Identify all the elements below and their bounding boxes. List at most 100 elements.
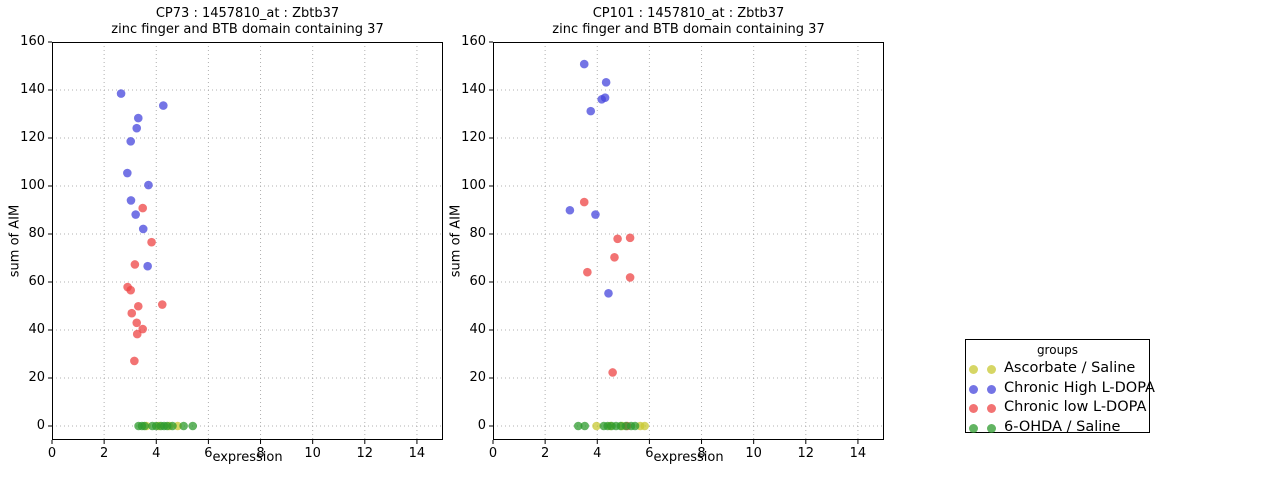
plot-title: CP73 : 1457810_at : Zbtb37 [155,6,340,21]
data-point [604,288,613,298]
y-tick-label: 100 [20,178,45,193]
y-tick-label: 100 [461,178,486,193]
y-tick-label: 0 [36,418,45,433]
data-point [126,137,136,146]
data-point [630,421,640,431]
data-point [130,260,140,269]
y-tick-label: 60 [469,274,486,289]
data-point [157,300,167,309]
legend-marker-dot [987,384,996,394]
legend-label: Chronic High L-DOPA [1004,379,1155,396]
data-point [640,421,650,431]
x-tick-label: 10 [304,446,321,461]
data-point [126,196,136,205]
x-tick-label: 10 [745,446,762,461]
data-point [130,356,139,366]
data-point [116,89,126,98]
data-point [138,224,148,234]
data-point [133,301,143,311]
y-tick-label: 160 [20,34,45,49]
x-axis-label: expression [653,450,724,465]
plot-subtitle: zinc finger and BTB domain containing 37 [552,22,825,37]
data-point [613,234,622,244]
legend-marker-dot [969,423,978,433]
axes-border [52,42,443,440]
x-axis-label: expression [212,450,283,465]
y-axis-label: sum of AIM [7,204,23,278]
data-point [188,421,198,431]
data-point [583,267,592,277]
legend-entry: 6-OHDA / Saline [966,419,1149,439]
data-point [132,318,142,328]
x-tick-label: 0 [47,446,57,461]
x-tick-label: 2 [99,446,109,461]
x-tick-label: 12 [356,446,374,461]
x-tick-label: 14 [408,446,426,461]
y-tick-label: 120 [20,130,45,145]
y-tick-label: 140 [20,82,45,97]
axes-border [493,42,884,440]
data-point [138,203,148,213]
data-point [132,329,142,339]
data-point [144,180,153,190]
data-point [143,261,152,271]
data-point [127,308,137,318]
y-tick-label: 0 [477,418,486,433]
data-point [579,59,589,69]
data-point [625,273,635,282]
data-point [179,421,188,431]
y-tick-label: 80 [28,226,45,241]
y-tick-label: 160 [461,34,486,49]
x-tick-label: 0 [488,446,498,461]
scatter-plot-cp101: CP101 : 1457810_at : Zbtb37 zinc finger … [449,6,884,465]
y-tick-label: 80 [469,226,486,241]
legend-marker-dot [969,384,978,394]
legend-marker-dot [969,404,978,413]
plot-area [489,41,884,444]
data-point [159,101,168,110]
x-tick-label: 8 [697,446,706,461]
y-tick-label: 40 [469,322,486,337]
data-point [126,285,136,295]
legend: groups Ascorbate / Saline Chronic High L-… [965,339,1155,435]
legend-label: Ascorbate / Saline [1004,360,1136,376]
plot-title: CP101 : 1457810_at : Zbtb37 [592,6,785,21]
data-point [123,168,132,178]
data-point [591,210,600,219]
scatter-plot-cp73: CP73 : 1457810_at : Zbtb37 zinc finger a… [8,6,443,465]
data-point [131,210,140,219]
legend-label: Chronic low L-DOPA [1004,399,1147,415]
data-point [610,252,619,262]
data-point [147,237,156,247]
y-tick-label: 20 [28,370,45,385]
x-tick-label: 4 [593,446,602,461]
data-point [586,106,596,116]
legend-rows: Ascorbate / Saline Chronic High L-DOPA Chr… [966,360,1155,439]
y-axis-label: sum of AIM [448,204,464,278]
data-point [565,205,575,215]
data-point [138,324,148,334]
x-tick-label: 4 [152,446,161,461]
y-tick-label: 40 [28,322,45,337]
data-point [573,421,583,431]
y-tick-label: 20 [469,370,486,385]
data-point [592,421,601,431]
data-point [579,197,589,207]
data-point [608,368,617,377]
x-tick-label: 2 [540,446,550,461]
legend-entry: Ascorbate / Saline [966,360,1149,380]
data-point [601,78,611,87]
data-point [132,123,142,133]
y-tick-label: 60 [28,274,45,289]
data-point [600,93,610,102]
data-point [625,233,635,243]
legend-marker-dot [987,404,996,413]
data-point [133,113,143,123]
x-tick-label: 14 [849,446,867,461]
data-point [140,421,149,431]
x-tick-label: 6 [645,446,654,461]
plot-subtitle: zinc finger and BTB domain containing 37 [111,22,384,37]
plot-area [48,41,443,444]
legend-title: groups [1036,343,1079,357]
legend-marker-dot [969,365,978,374]
